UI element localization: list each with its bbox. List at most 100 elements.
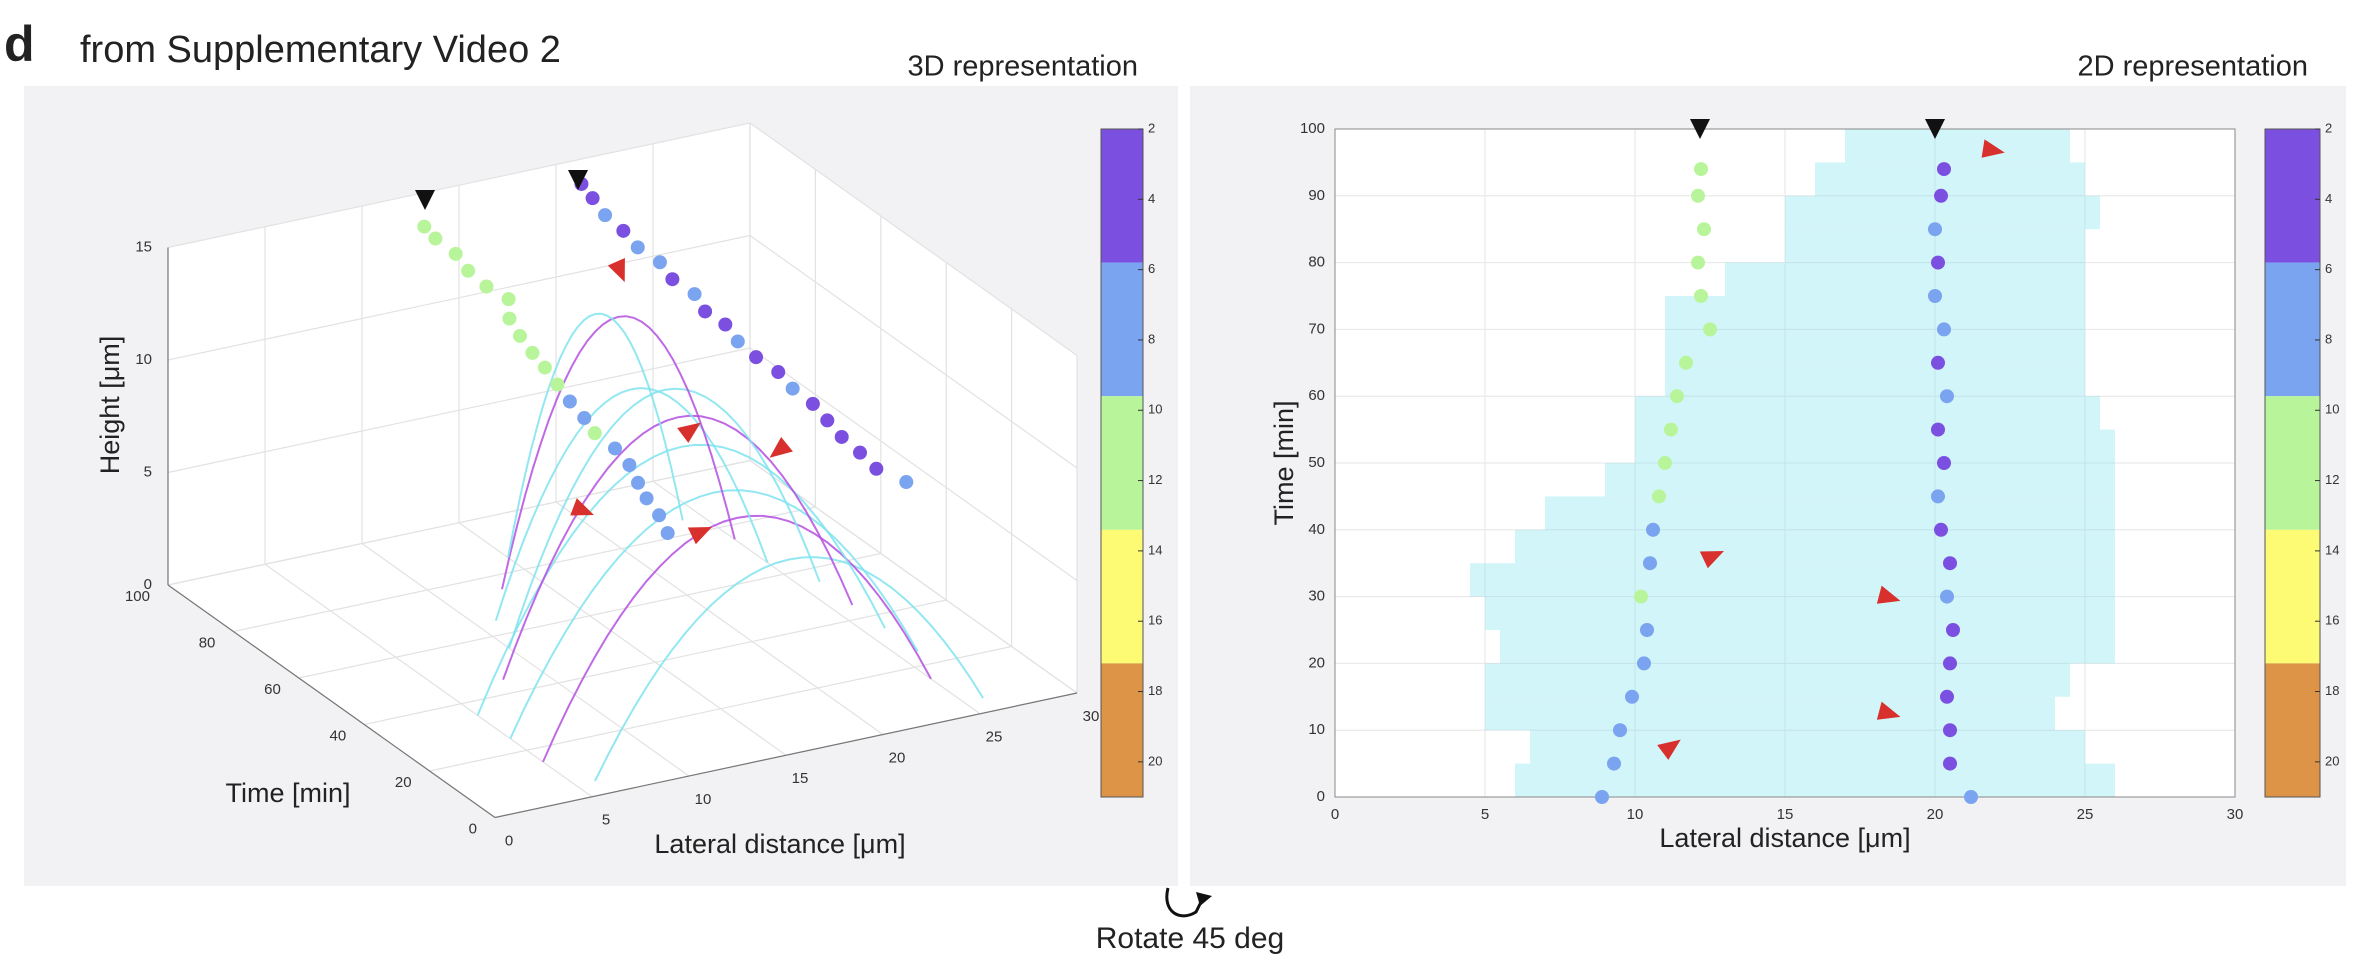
track-point xyxy=(749,350,764,365)
grid-line xyxy=(298,552,881,679)
colorbar-tick-label: 12 xyxy=(1148,472,1162,487)
z-tick-label: 10 xyxy=(135,351,152,368)
trace-band xyxy=(1725,262,2085,296)
y-tick-label: 100 xyxy=(125,588,150,605)
colorbar-frame xyxy=(2264,128,2321,798)
track-point xyxy=(687,287,702,302)
track-point xyxy=(585,191,600,206)
colorbar-block xyxy=(2265,129,2320,263)
rotate-arrow xyxy=(1165,887,1206,918)
trace-band xyxy=(1485,663,2070,697)
colorbar-block xyxy=(1101,663,1143,797)
trace-band xyxy=(1635,396,2100,430)
track-point xyxy=(631,475,646,490)
y-tick-label: 90 xyxy=(1308,187,1325,204)
colorbar-tick-label: 2 xyxy=(2325,120,2332,135)
z-tick-label: 15 xyxy=(135,238,152,255)
track-point xyxy=(622,458,637,473)
track-point xyxy=(853,445,867,460)
trace-band xyxy=(1605,463,2115,497)
grid-line xyxy=(264,563,593,798)
x-tick-label: 25 xyxy=(2077,806,2094,823)
y-tick-label: 30 xyxy=(1308,588,1325,605)
colorbar-block xyxy=(1101,396,1143,530)
annotation-triangle xyxy=(1981,139,2005,158)
grid-line xyxy=(364,599,947,726)
track-point xyxy=(805,396,820,411)
z-tick-label: 5 xyxy=(144,463,152,480)
trace-arc xyxy=(509,489,919,740)
track-point xyxy=(1937,162,1951,177)
y-tick-label: 20 xyxy=(1308,654,1325,671)
trace-arc xyxy=(542,514,932,763)
track-point xyxy=(1607,756,1621,771)
x-axis-label: Lateral distance [μm] xyxy=(654,829,905,859)
track-point xyxy=(730,334,745,349)
track-point xyxy=(577,411,592,426)
track-point xyxy=(1940,589,1954,604)
track-point xyxy=(630,240,645,255)
colorbar-tick-label: 12 xyxy=(2325,472,2339,487)
track-point xyxy=(1931,255,1945,270)
track-point xyxy=(785,381,800,396)
grid-line xyxy=(167,234,751,361)
grid-line xyxy=(749,122,1078,356)
track-point xyxy=(1928,222,1942,237)
colorbar-block xyxy=(2265,663,2320,797)
colorbar-block xyxy=(1101,529,1143,664)
track-point xyxy=(428,231,443,246)
trace-arc xyxy=(502,414,854,681)
x-tick-label: 10 xyxy=(1627,806,1644,823)
x-tick-label: 15 xyxy=(792,770,809,787)
trace-band xyxy=(1500,630,2115,664)
track-point xyxy=(1931,489,1945,504)
grid-line xyxy=(429,645,1012,772)
colorbar-tick-label: 16 xyxy=(2325,613,2339,628)
track-point xyxy=(1940,389,1954,404)
track-point xyxy=(1694,289,1708,303)
track-point xyxy=(1640,623,1654,637)
y-axis-label: Time [min] xyxy=(225,778,350,808)
track-point xyxy=(417,219,432,234)
colorbar-tick-label: 10 xyxy=(2325,402,2339,417)
track-point xyxy=(1634,589,1648,604)
y-tick-label: 10 xyxy=(1308,721,1325,738)
track-point xyxy=(1595,790,1609,804)
chart-title: 2D representation xyxy=(2077,51,2308,83)
trace-band xyxy=(1665,296,2085,330)
axis-line xyxy=(167,584,496,818)
track-point xyxy=(1613,723,1627,738)
grid-line xyxy=(749,235,1078,469)
x-tick-label: 25 xyxy=(986,729,1003,746)
track-point xyxy=(1934,522,1948,537)
track-point xyxy=(834,429,849,444)
side-wall xyxy=(750,123,1077,693)
track-point xyxy=(1670,389,1684,404)
x-tick-label: 20 xyxy=(889,749,906,766)
track-point xyxy=(660,526,675,541)
annotation-triangle xyxy=(1699,550,1724,569)
track-point xyxy=(820,413,835,428)
annotation-triangle xyxy=(769,437,793,458)
track-point xyxy=(1943,656,1957,671)
y-tick-label: 80 xyxy=(199,634,216,651)
grid-line xyxy=(652,480,981,715)
track-point xyxy=(1943,756,1957,771)
trace-band xyxy=(1545,496,2115,530)
annotation-triangle xyxy=(677,422,701,443)
y-tick-label: 40 xyxy=(330,727,347,744)
track-point xyxy=(1625,689,1639,704)
grid-line xyxy=(361,543,690,777)
track-point xyxy=(1928,289,1942,303)
x-tick-label: 20 xyxy=(1927,806,1944,823)
x-tick-label: 0 xyxy=(1331,806,1339,823)
track-point xyxy=(698,304,713,319)
track-point xyxy=(1697,222,1711,237)
trace-band xyxy=(1470,563,2115,597)
annotation-triangle xyxy=(570,498,594,516)
x-tick-label: 5 xyxy=(1481,806,1489,823)
z-axis-label: Height [μm] xyxy=(95,336,125,475)
track-point xyxy=(587,426,602,441)
trace-band xyxy=(1515,529,2115,564)
